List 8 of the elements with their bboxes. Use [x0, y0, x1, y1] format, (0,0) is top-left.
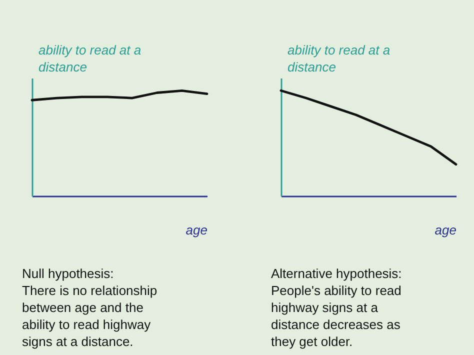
text: There is no relationship between age and the ability to read highway signs at a distance. — [22, 283, 158, 349]
y-axis-title: ability to read at a distance — [288, 42, 390, 74]
x-axis-title: age — [186, 222, 208, 238]
text: People's ability to read highway signs at a distance decreases as they get older. — [271, 283, 402, 349]
x-axis-title: age — [434, 222, 456, 238]
text: Alternative hypothesis: — [271, 266, 402, 281]
y-axis-title: ability to read at a distance — [38, 42, 142, 74]
text: Null hypothesis: — [22, 266, 114, 281]
